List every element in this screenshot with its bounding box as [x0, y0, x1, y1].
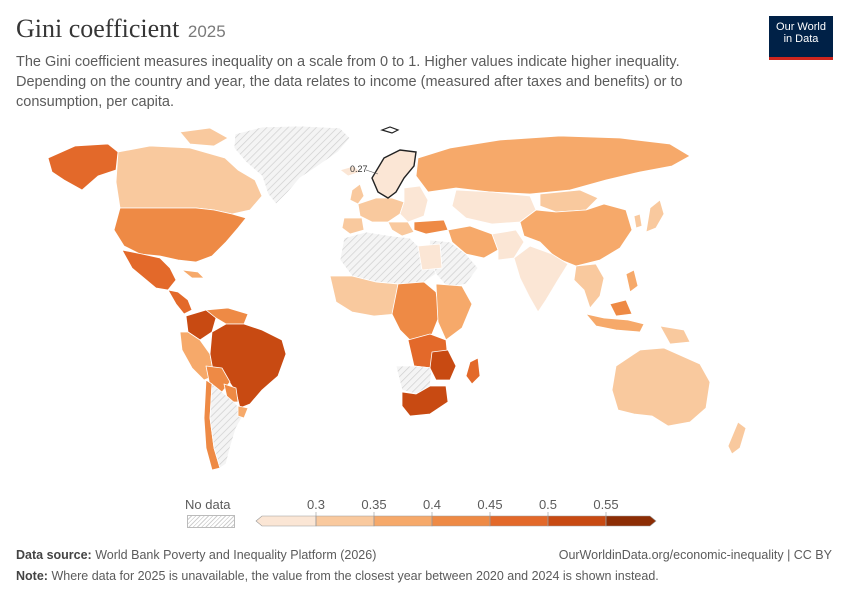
- region-mexico[interactable]: [121, 249, 177, 291]
- region-cuba[interactable]: [181, 269, 205, 279]
- region-central-asia[interactable]: [451, 189, 537, 225]
- region-png[interactable]: [659, 325, 691, 345]
- region-iceland[interactable]: [339, 165, 361, 177]
- region-india[interactable]: [513, 245, 569, 313]
- region-egypt[interactable]: [417, 243, 443, 271]
- region-se-asia[interactable]: [573, 263, 605, 309]
- chart-header: Gini coefficient 2025: [16, 14, 226, 44]
- region-borneo[interactable]: [609, 299, 633, 317]
- world-map[interactable]: 0.27: [0, 118, 850, 488]
- owid-logo[interactable]: Our World in Data: [769, 16, 833, 60]
- page-title: Gini coefficient: [16, 14, 180, 43]
- legend-tick-label-0: 0.3: [307, 497, 325, 512]
- region-uk[interactable]: [349, 183, 365, 205]
- region-south-africa[interactable]: [401, 385, 449, 417]
- note-label: Note:: [16, 569, 48, 583]
- annotation-leader: [365, 169, 379, 175]
- region-argentina[interactable]: [209, 383, 245, 469]
- map-annotation: 0.27: [350, 164, 368, 174]
- legend-no-data-swatch: [187, 515, 235, 528]
- legend-bin-0: [255, 515, 317, 527]
- region-indonesia[interactable]: [585, 313, 645, 333]
- region-mozambique[interactable]: [429, 349, 457, 381]
- footer-source: Data source: World Bank Poverty and Ineq…: [16, 548, 376, 562]
- legend-bin-3: [431, 515, 491, 527]
- region-russia[interactable]: [415, 135, 691, 195]
- region-iran[interactable]: [447, 225, 499, 259]
- region-madagascar[interactable]: [465, 357, 481, 385]
- subtitle: The Gini coefficient measures inequality…: [16, 54, 683, 110]
- footer-url[interactable]: OurWorldinData.org/economic-inequality |…: [558, 548, 832, 562]
- legend-bin-1: [315, 515, 375, 527]
- note-text: Where data for 2025 is unavailable, the …: [51, 569, 659, 583]
- region-western-europe[interactable]: [357, 197, 405, 223]
- footer-note: Note: Where data for 2025 is unavailable…: [16, 569, 659, 583]
- region-china[interactable]: [519, 203, 633, 267]
- legend-tick-label-3: 0.45: [477, 497, 502, 512]
- legend-bin-4: [489, 515, 549, 527]
- legend-bin-5: [547, 515, 607, 527]
- region-iberia[interactable]: [341, 217, 365, 235]
- logo-line-2: in Data: [783, 33, 819, 45]
- legend-tick-label-1: 0.35: [361, 497, 386, 512]
- region-uruguay[interactable]: [237, 405, 249, 419]
- region-usa[interactable]: [113, 207, 247, 263]
- region-central-africa[interactable]: [391, 281, 441, 345]
- region-eastern-europe[interactable]: [399, 185, 429, 223]
- region-korea[interactable]: [633, 213, 643, 229]
- region-philippines[interactable]: [625, 269, 639, 293]
- region-east-africa[interactable]: [435, 283, 473, 341]
- legend-bin-6: [605, 515, 657, 527]
- logo-line-1: Our World: [776, 21, 826, 33]
- region-turkey[interactable]: [413, 219, 449, 235]
- source-label: Data source:: [16, 548, 92, 562]
- region-australia[interactable]: [611, 347, 711, 427]
- color-legend: 0.3 0.35 0.4 0.45 0.5 0.55: [255, 497, 657, 527]
- title-year: 2025: [187, 22, 226, 41]
- region-svalbard: [380, 126, 400, 134]
- region-central-america[interactable]: [167, 289, 193, 315]
- region-new-zealand[interactable]: [727, 421, 747, 455]
- region-canada[interactable]: [115, 145, 263, 215]
- region-balkans[interactable]: [387, 221, 415, 237]
- finland-outline: [371, 149, 417, 199]
- legend-tick-label-5: 0.55: [593, 497, 618, 512]
- legend-tick-label-2: 0.4: [423, 497, 441, 512]
- region-japan[interactable]: [645, 199, 665, 233]
- region-canada-islands[interactable]: [179, 127, 229, 147]
- legend-no-data-label: No data: [185, 497, 231, 512]
- region-greenland[interactable]: [233, 125, 351, 205]
- source-text: World Bank Poverty and Inequality Platfo…: [95, 548, 377, 562]
- legend-bin-2: [373, 515, 433, 527]
- region-alaska[interactable]: [47, 143, 119, 191]
- legend-tick-label-4: 0.5: [539, 497, 557, 512]
